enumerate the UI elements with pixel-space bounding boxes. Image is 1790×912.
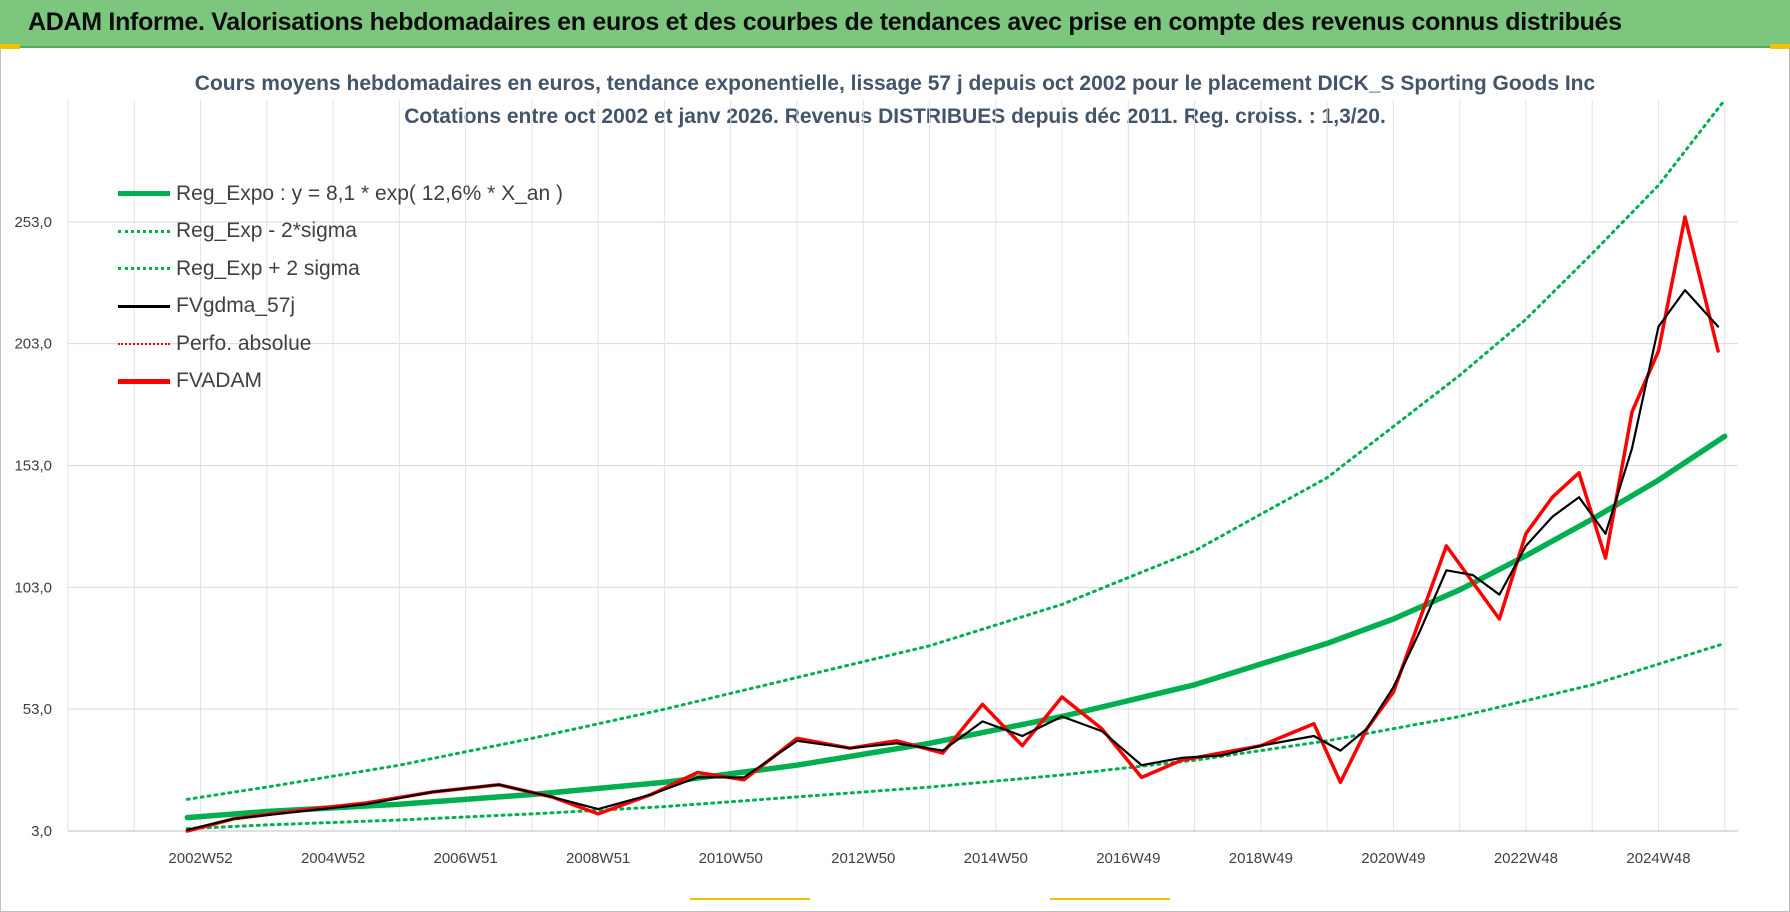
legend-swatch-reg-expo [118,191,170,197]
legend-item-reg-exp-plus: Reg_Exp + 2 sigma [118,250,563,288]
y-tick-label: 103,0 [14,579,52,596]
legend-item-reg-expo: Reg_Expo : y = 8,1 * exp( 12,6% * X_an ) [118,175,563,213]
x-tick-label: 2006W51 [434,850,498,867]
x-tick-label: 2018W49 [1229,850,1293,867]
accent-mark-bottom-1 [690,898,810,900]
x-tick-label: 2020W49 [1361,850,1425,867]
axis-ticks: 3,0 53,0 103,0 153,0 203,0 253,0 2002W52 2004W5… [14,214,1690,867]
legend-swatch-fvadam [118,378,170,384]
series-reg-exp-plus-2sigma [185,98,1727,801]
legend-label: Perfo. absolue [176,331,312,355]
series-reg-exp-minus-2sigma [185,641,1727,831]
chart-title-line1: Cours moyens hebdomadaires en euros, ten… [194,72,1596,95]
chart-title-line2: Cotations entre oct 2002 et janv 2026. R… [404,105,1386,128]
x-tick-label: 2016W49 [1096,850,1160,867]
series-reg-expo [184,433,1728,821]
legend-label: FVADAM [176,369,262,393]
y-tick-label: 203,0 [14,336,52,353]
legend-item-reg-exp-minus: Reg_Exp - 2*sigma [118,213,563,251]
x-tick-label: 2008W51 [566,850,630,867]
chart-legend: Reg_Expo : y = 8,1 * exp( 12,6% * X_an )… [118,175,563,400]
legend-label: Reg_Exp - 2*sigma [176,219,357,243]
x-tick-label: 2024W48 [1626,850,1690,867]
y-tick-label: 3,0 [31,823,52,840]
legend-swatch-reg-exp-plus [118,267,170,271]
x-tick-label: 2004W52 [301,850,365,867]
accent-corner-right [1770,44,1790,49]
x-tick-label: 2012W50 [831,850,895,867]
legend-swatch-perfo-absolue [118,342,170,345]
grid-lines [67,100,1738,832]
series-fvadam [185,215,1720,833]
x-tick-label: 2014W50 [964,850,1028,867]
x-tick-label: 2010W50 [699,850,763,867]
y-tick-label: 153,0 [14,458,52,475]
series-fvgdma-57j [186,289,1720,831]
legend-item-fvadam: FVADAM [118,363,563,401]
legend-item-perfo-absolue: Perfo. absolue [118,325,563,363]
x-tick-label: 2022W48 [1494,850,1558,867]
x-tick-label: 2002W52 [168,850,232,867]
series-lines [184,98,1728,833]
legend-label: Reg_Expo : y = 8,1 * exp( 12,6% * X_an ) [176,181,563,205]
legend-swatch-fvgdma [118,304,170,308]
accent-corner-left [0,44,20,49]
report-title: ADAM Informe. Valorisations hebdomadaire… [28,8,1622,36]
legend-label: FVgdma_57j [176,294,296,318]
legend-label: Reg_Exp + 2 sigma [176,256,360,280]
legend-swatch-reg-exp-minus [118,229,170,233]
legend-item-fvgdma: FVgdma_57j [118,288,563,326]
report-banner: ADAM Informe. Valorisations hebdomadaire… [0,0,1790,48]
y-tick-label: 253,0 [14,214,52,231]
accent-mark-bottom-2 [1050,898,1170,900]
y-tick-label: 53,0 [23,701,52,718]
